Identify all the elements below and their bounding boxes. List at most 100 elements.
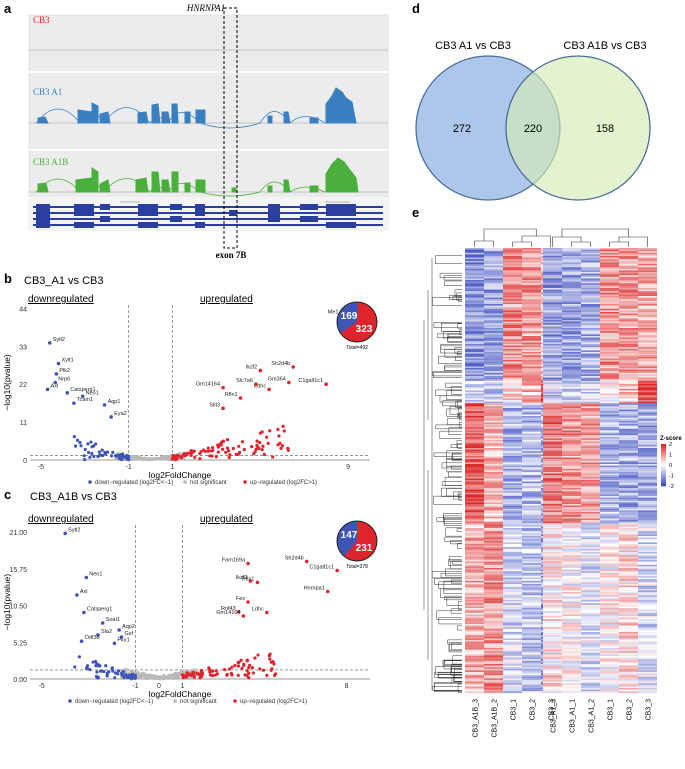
heatmap-cell [581, 532, 600, 535]
heatmap-cell [581, 371, 600, 374]
volcano-b-point-up [261, 444, 265, 448]
heatmap-cell [503, 683, 522, 686]
heatmap-cell [522, 552, 541, 554]
heatmap-cell [581, 388, 600, 391]
heatmap-cell [619, 564, 638, 567]
heatmap-cell [484, 536, 503, 538]
heatmap-cell [562, 427, 581, 430]
heatmap-cell [638, 539, 657, 542]
heatmap-cell [562, 268, 581, 271]
heatmap-cell [638, 662, 657, 665]
heatmap-cell [522, 318, 541, 321]
heatmap-cell [543, 651, 562, 654]
heatmap-cell [543, 472, 562, 474]
heatmap-cell [562, 289, 581, 292]
heatmap-cell [522, 420, 541, 423]
volcano-c-point-down [85, 664, 90, 668]
heatmap-cell [562, 641, 581, 644]
heatmap-cell [484, 689, 503, 692]
heatmap-cell [543, 273, 562, 276]
heatmap-cell [503, 339, 522, 342]
heatmap-cell [581, 328, 600, 330]
heatmap-cell [619, 547, 638, 550]
heatmap-cell [484, 641, 503, 644]
heatmap-cell [522, 582, 541, 585]
volcano-c-point-down [77, 655, 81, 659]
heatmap-cell [465, 361, 484, 364]
heatmap-cell [600, 633, 619, 636]
heatmap-cell [562, 529, 581, 532]
heatmap-cell [465, 468, 484, 471]
heatmap-cell [522, 452, 541, 455]
heatmap-cell [503, 307, 522, 310]
heatmap-cell [522, 289, 541, 292]
dendrogram-branch [456, 440, 462, 448]
heatmap-cell [503, 260, 522, 263]
heatmap-cell [581, 456, 600, 458]
heatmap-cell [465, 465, 484, 468]
heatmap-cell [600, 369, 619, 372]
heatmap-cell [600, 352, 619, 354]
heatmap-cell [638, 529, 657, 532]
heatmap-cell [562, 611, 581, 614]
heatmap-cell [600, 534, 619, 537]
heatmap-cell [619, 355, 638, 358]
heatmap-cell [619, 390, 638, 393]
heatmap-cell [484, 584, 503, 586]
heatmap-cell [581, 321, 600, 324]
volcano-c-legend-dot [233, 699, 237, 703]
heatmap-cell [619, 630, 638, 633]
heatmap-cell [581, 262, 600, 265]
heatmap-cell [562, 488, 581, 490]
heatmap-cell [562, 380, 581, 383]
volcano-b-pie-down [337, 302, 357, 334]
heatmap-cell [484, 302, 503, 305]
heatmap-cell [522, 646, 541, 649]
heatmap-cell [522, 657, 541, 660]
heatmap-cell [522, 356, 541, 359]
heatmap-cell [562, 619, 581, 622]
heatmap-cell [503, 252, 522, 255]
heatmap-cell [543, 619, 562, 622]
heatmap-cell [600, 659, 619, 662]
heatmap-cell [465, 644, 484, 647]
volcano-b-point-down [92, 454, 96, 459]
heatmap-cell [638, 475, 657, 478]
volcano-b-point-up [254, 447, 258, 452]
volcano-c-point-down [95, 670, 99, 674]
volcano-c-point-ns [175, 674, 178, 677]
heatmap-cell [522, 499, 541, 502]
heatmap-cell [465, 406, 484, 409]
heatmap-cell [562, 678, 581, 681]
heatmap-cell [619, 532, 638, 535]
heatmap-cell [484, 291, 503, 294]
heatmap-cell [562, 513, 581, 516]
volcano-c-point-gene [100, 621, 105, 625]
heatmap-cell [562, 369, 581, 372]
heatmap-cell [522, 393, 541, 396]
heatmap-cell [581, 459, 600, 462]
volcano-c-point-up [185, 674, 189, 678]
heatmap-cell [638, 478, 657, 481]
heatmap-cell [638, 547, 657, 550]
heatmap-cell [562, 355, 581, 358]
heatmap-cell [562, 342, 581, 345]
heatmap-cell [619, 670, 638, 673]
heatmap-cell [543, 350, 562, 353]
heatmap-cell [503, 560, 522, 562]
heatmap-cell [638, 504, 657, 506]
volcano-b-point-up [282, 429, 286, 433]
volcano-b-point-up [258, 440, 262, 445]
heatmap-cell [543, 452, 562, 455]
heatmap-cell [600, 312, 619, 314]
heatmap-cell [484, 649, 503, 652]
heatmap-cell [638, 507, 657, 510]
heatmap-cell [543, 300, 562, 303]
heatmap-cell [503, 526, 522, 529]
heatmap-cell [465, 412, 484, 415]
heatmap-cell [638, 432, 657, 434]
heatmap-cell [600, 473, 619, 476]
heatmap-cell [484, 366, 503, 369]
heatmap-cell [484, 619, 503, 622]
heatmap-cell [465, 260, 484, 263]
